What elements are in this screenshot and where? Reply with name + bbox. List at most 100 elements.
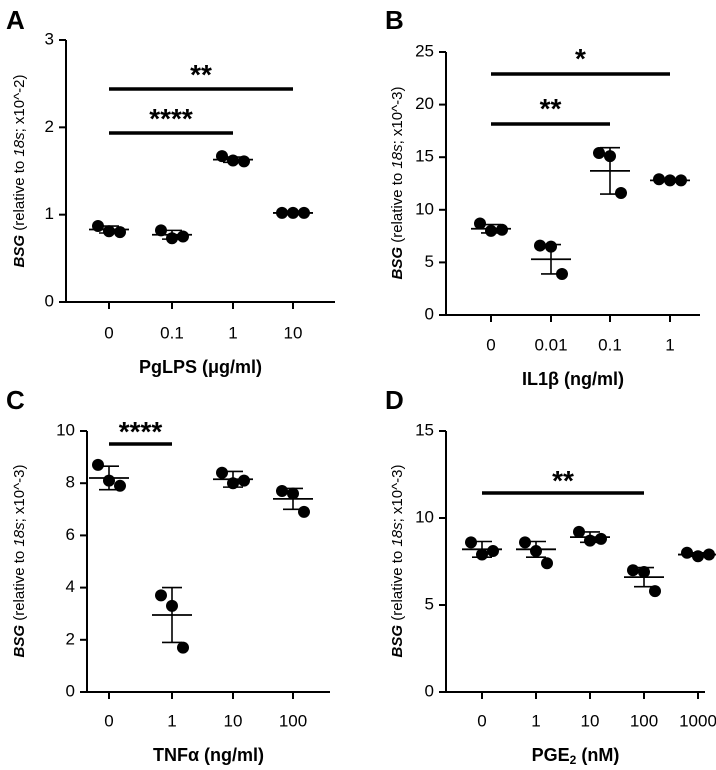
y-axis-title: BSG (relative to 18s; x10^-2) [11, 75, 28, 268]
y-tick-label: 15 [415, 420, 434, 439]
y-axis-title-gene: BSG [389, 625, 406, 658]
y-axis-title-gene: BSG [389, 247, 406, 280]
data-point [487, 545, 499, 558]
y-axis-title: BSG (relative to 18s; x10^-3) [389, 465, 406, 658]
x-tick-label: 0 [486, 335, 495, 354]
data-point [485, 224, 497, 237]
data-point [534, 239, 546, 252]
data-point [649, 585, 661, 598]
x-axis-title-unit: (nM) [576, 745, 619, 765]
data-point [530, 545, 542, 558]
data-point [604, 150, 616, 163]
x-axis-title-main: PGE [532, 745, 570, 765]
y-tick-label: 3 [45, 29, 54, 48]
y-tick-label: 5 [425, 594, 434, 613]
significance-label: ** [190, 59, 212, 90]
y-tick-label: 1 [45, 204, 54, 223]
y-tick-label: 2 [66, 629, 75, 648]
y-tick-label: 6 [66, 525, 75, 544]
data-point [155, 224, 167, 237]
data-point [556, 267, 568, 280]
x-tick-label: 0.1 [160, 323, 184, 342]
data-point [287, 206, 299, 219]
data-point [476, 548, 488, 561]
y-tick-label: 10 [415, 199, 434, 218]
y-axis-title-unit: ; x10^-3) [389, 87, 406, 145]
y-tick-label: 10 [415, 507, 434, 526]
y-axis-title: BSG (relative to 18s; x10^-3) [11, 465, 28, 658]
data-point [166, 599, 178, 612]
y-tick-label: 10 [56, 420, 75, 439]
data-point [474, 217, 486, 230]
panel-letter: D [385, 385, 404, 415]
x-axis-title: IL1β (ng/ml) [522, 369, 624, 389]
data-point [496, 223, 508, 236]
x-tick-label: 1 [531, 711, 540, 730]
data-point [584, 534, 596, 547]
x-tick-label: 1 [167, 711, 176, 730]
data-point [573, 525, 585, 538]
y-axis-title-text: (relative to [11, 157, 28, 235]
data-point [541, 557, 553, 570]
data-point [227, 477, 239, 490]
y-axis-title-ref: 18s [11, 522, 28, 547]
data-point [92, 220, 104, 233]
y-axis-title-ref: 18s [11, 132, 28, 157]
x-tick-label: 1000 [679, 711, 716, 730]
y-axis-title-unit: ; x10^-2) [11, 75, 28, 133]
x-tick-label: 10 [284, 323, 303, 342]
y-axis-title-gene: BSG [11, 625, 28, 658]
data-point [238, 474, 250, 487]
x-tick-label: 100 [630, 711, 658, 730]
data-point [298, 206, 310, 219]
y-tick-label: 0 [66, 681, 75, 700]
panel-letter: B [385, 5, 404, 35]
significance-label: ** [552, 465, 574, 496]
data-point [545, 240, 557, 253]
y-tick-label: 0 [425, 681, 434, 700]
data-point [103, 474, 115, 487]
data-point [216, 150, 228, 163]
x-tick-label: 0 [104, 711, 113, 730]
data-point [216, 466, 228, 479]
x-tick-label: 1 [665, 335, 674, 354]
y-axis-title-unit: ; x10^-3) [11, 465, 28, 523]
data-point [92, 458, 104, 471]
y-tick-label: 8 [66, 473, 75, 492]
panel-d: D 0 5 10 15 0 1 10 100 1000 PGE2 (nM) BSG (relative… [385, 385, 716, 767]
data-point [664, 174, 676, 187]
data-point [465, 536, 477, 549]
data-point [177, 230, 189, 243]
significance-label: * [575, 43, 586, 74]
y-axis-title-unit: ; x10^-3) [389, 465, 406, 523]
panel-letter: C [6, 385, 25, 415]
data-point [681, 546, 693, 559]
data-point [593, 146, 605, 159]
x-tick-label: 0 [104, 323, 113, 342]
y-tick-label: 5 [425, 252, 434, 271]
y-tick-label: 0 [425, 304, 434, 323]
panel-a: A 0 1 2 3 0 0.1 1 10 PgLPS (μg/ml) BSG (relative t… [6, 5, 335, 377]
significance-label: **** [149, 103, 193, 134]
y-axis-title-ref: 18s [389, 522, 406, 547]
data-point [227, 154, 239, 167]
data-point [114, 226, 126, 239]
x-tick-label: 1 [228, 323, 237, 342]
data-point [675, 174, 687, 187]
x-axis-title-subscript: 2 [570, 753, 577, 767]
data-point [177, 641, 189, 654]
y-tick-label: 0 [45, 291, 54, 310]
panel-letter: A [6, 5, 25, 35]
y-tick-label: 25 [415, 41, 434, 60]
data-point [519, 536, 531, 549]
x-axis-title: TNFα (ng/ml) [153, 745, 264, 765]
data-point [627, 564, 639, 577]
data-point [638, 565, 650, 578]
significance-label: **** [119, 416, 163, 447]
y-axis-title-ref: 18s [389, 144, 406, 169]
y-tick-label: 20 [415, 94, 434, 113]
data-point [155, 589, 167, 602]
data-point [276, 485, 288, 498]
x-tick-label: 0.1 [598, 335, 622, 354]
